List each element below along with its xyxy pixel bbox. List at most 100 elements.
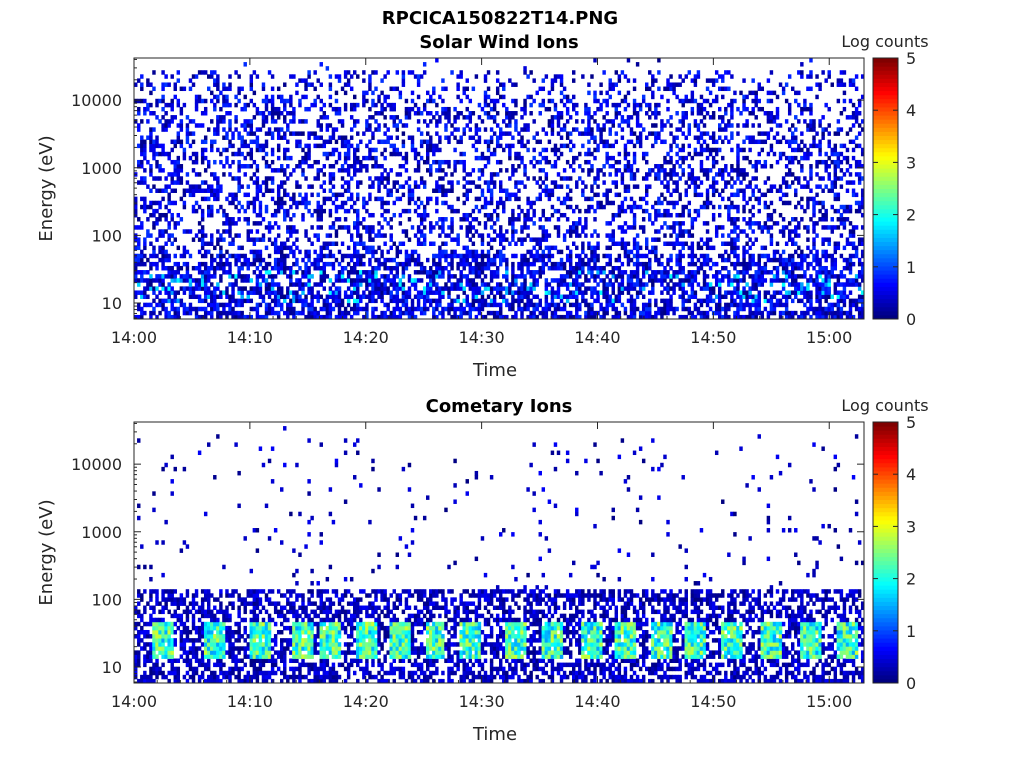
heatmap-cell xyxy=(438,217,442,222)
heatmap-cell xyxy=(724,241,728,246)
heatmap-cell xyxy=(432,98,436,104)
heatmap-cell xyxy=(283,208,287,214)
heatmap-cell xyxy=(249,314,254,320)
heatmap-cell xyxy=(459,151,463,157)
heatmap-cell xyxy=(383,139,387,145)
heatmap-cell xyxy=(170,147,174,153)
heatmap-cell xyxy=(675,159,679,165)
heatmap-cell xyxy=(465,86,469,92)
heatmap-cell xyxy=(304,78,308,83)
heatmap-cell xyxy=(365,98,369,104)
heatmap-cell xyxy=(219,119,223,124)
heatmap-cell xyxy=(267,286,272,291)
heatmap-cell xyxy=(699,253,704,259)
heatmap-cell xyxy=(346,310,351,316)
heatmap-cell xyxy=(422,180,427,185)
heatmap-cell xyxy=(486,200,491,206)
heatmap-cell xyxy=(398,184,403,189)
heatmap-cell xyxy=(511,192,515,198)
heatmap-cell xyxy=(611,86,615,92)
heatmap-cell xyxy=(286,290,290,295)
heatmap-cell xyxy=(258,294,263,300)
heatmap-cell xyxy=(194,208,199,214)
heatmap-cell xyxy=(635,102,640,108)
heatmap-cell xyxy=(368,184,372,189)
heatmap-cell xyxy=(568,290,573,295)
heatmap-cell xyxy=(584,196,588,202)
heatmap-cell xyxy=(511,168,515,173)
heatmap-cell xyxy=(565,314,570,320)
heatmap-cell xyxy=(143,204,147,210)
heatmap-cell xyxy=(672,221,676,226)
heatmap-cell xyxy=(410,106,415,112)
heatmap-cell xyxy=(480,204,485,210)
heatmap-cell xyxy=(210,70,214,75)
heatmap-cell xyxy=(301,94,305,100)
heatmap-cell xyxy=(340,253,345,259)
heatmap-cell xyxy=(447,286,451,291)
heatmap-cell xyxy=(343,310,348,316)
heatmap-cell xyxy=(605,233,609,238)
heatmap-cell xyxy=(258,282,263,287)
heatmap-cell xyxy=(334,147,339,153)
heatmap-cell xyxy=(495,159,500,165)
heatmap-cell xyxy=(663,196,667,202)
heatmap-cell xyxy=(197,204,202,210)
heatmap-cell xyxy=(641,310,646,316)
heatmap-cell xyxy=(590,290,594,295)
heatmap-cell xyxy=(453,135,457,140)
heatmap-cell xyxy=(328,306,333,312)
heatmap-cell xyxy=(593,119,597,124)
heatmap-cell xyxy=(249,306,254,312)
heatmap-cell xyxy=(486,143,491,149)
heatmap-cell xyxy=(401,265,406,271)
heatmap-cell xyxy=(280,286,284,291)
heatmap-cell xyxy=(517,139,521,145)
heatmap-cell xyxy=(289,270,293,275)
heatmap-cell xyxy=(544,261,549,267)
heatmap-cell xyxy=(550,290,555,295)
heatmap-cell xyxy=(267,164,272,169)
heatmap-cell xyxy=(158,188,162,193)
heatmap-cell xyxy=(550,245,555,251)
heatmap-cell xyxy=(663,155,667,161)
heatmap-cell xyxy=(182,155,187,161)
heatmap-cell xyxy=(331,184,336,189)
heatmap-cell xyxy=(581,143,585,149)
heatmap-cell xyxy=(307,164,311,169)
heatmap-cell xyxy=(143,270,147,275)
heatmap-cell xyxy=(590,274,594,279)
heatmap-cell xyxy=(234,310,238,316)
heatmap-cell xyxy=(660,168,664,173)
heatmap-cell xyxy=(611,233,615,238)
heatmap-cell xyxy=(635,241,640,246)
heatmap-cell xyxy=(356,306,360,312)
heatmap-cell xyxy=(459,70,463,75)
heatmap-cell xyxy=(270,135,275,140)
heatmap-cell xyxy=(687,253,692,259)
heatmap-cell xyxy=(304,229,308,234)
heatmap-cell xyxy=(620,290,625,295)
heatmap-cell xyxy=(200,159,205,165)
heatmap-cell xyxy=(222,261,226,267)
heatmap-cell xyxy=(225,290,229,295)
heatmap-cell xyxy=(645,265,649,271)
heatmap-cell xyxy=(511,261,515,267)
heatmap-cell xyxy=(298,192,302,198)
heatmap-cell xyxy=(718,282,722,287)
heatmap-cell xyxy=(684,306,688,312)
heatmap-cell xyxy=(562,86,567,92)
heatmap-cell xyxy=(334,74,339,79)
heatmap-cell xyxy=(407,261,412,267)
heatmap-cell xyxy=(441,184,445,189)
heatmap-cell xyxy=(301,78,305,83)
heatmap-cell xyxy=(666,290,670,295)
heatmap-cell xyxy=(666,286,670,291)
heatmap-cell xyxy=(529,290,533,295)
heatmap-cell xyxy=(714,294,719,300)
heatmap-cell xyxy=(322,188,327,193)
heatmap-cell xyxy=(550,192,555,198)
heatmap-cell xyxy=(453,106,457,112)
heatmap-cell xyxy=(483,90,488,96)
heatmap-cell xyxy=(626,90,631,96)
